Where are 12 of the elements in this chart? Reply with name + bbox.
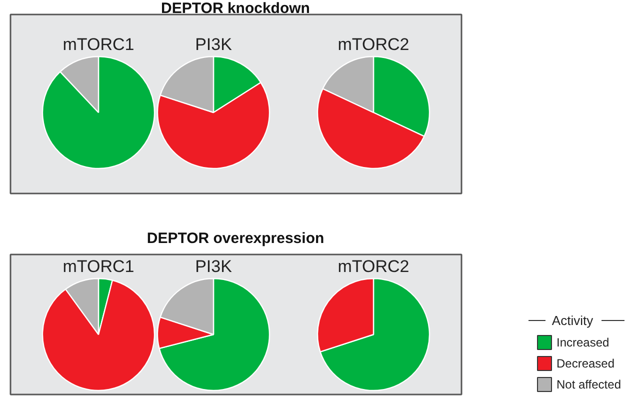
legend-label: Decreased — [556, 356, 615, 370]
legend-title: Activity — [552, 313, 594, 328]
chart-title: PI3K — [195, 35, 233, 54]
text: DEPTOR knockdown — [161, 0, 310, 17]
legend-label: Increased — [556, 336, 610, 350]
chart-title: PI3K — [195, 257, 233, 276]
legend-label: Not affected — [556, 378, 621, 392]
chart-title: mTORC2 — [338, 257, 410, 276]
chart-title: mTORC1 — [62, 257, 134, 276]
text: DEPTOR overexpression — [146, 230, 324, 247]
chart-title: mTORC2 — [338, 35, 410, 54]
chart-title: mTORC1 — [62, 35, 134, 54]
